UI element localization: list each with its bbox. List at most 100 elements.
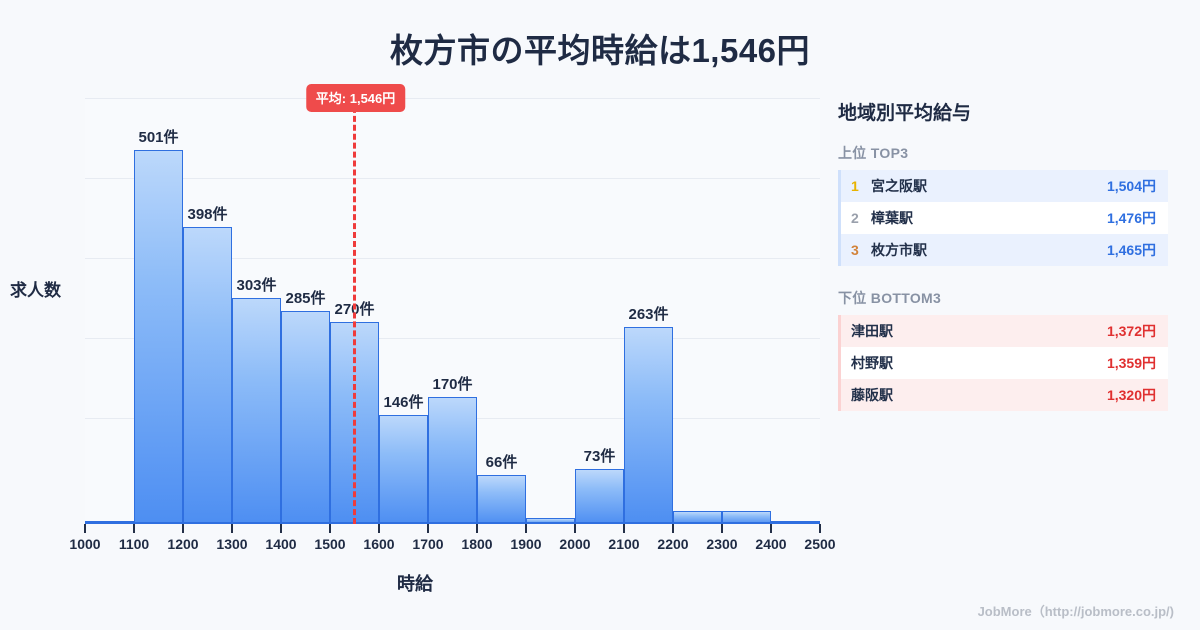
bar-cell: 146件 [379,98,428,524]
x-tick-label: 1600 [363,536,395,552]
station-name: 村野駅 [851,355,893,371]
bar-cell: 398件 [183,98,232,524]
panel-title: 地域別平均給与 [838,103,972,124]
bottom3-row[interactable]: 津田駅 1,372円 [841,315,1168,347]
x-tick [476,524,478,533]
bar-cell: 73件 [575,98,624,524]
x-tick [672,524,674,533]
bar[interactable] [673,511,722,524]
station-name: 藤阪駅 [851,387,893,403]
x-tick [770,524,772,533]
x-tick-label: 1100 [118,536,150,552]
regional-average-panel: 地域別平均給与 上位 TOP3 1 宮之阪駅 1,504円 2 樟葉駅 1,476円 3 枚方… [838,98,1168,433]
x-tick [231,524,233,533]
x-axis-tick-labels: 1000 1100 1200 1300 1400 1500 1600 1700 1800 1900… [69,536,835,558]
bar-value-label: 170件 [432,375,473,393]
gridline [85,338,820,339]
bar[interactable]: 303件 [232,277,281,524]
x-tick-label: 1700 [412,536,444,552]
station-wage: 1,320円 [1106,387,1156,403]
x-tick [329,524,331,533]
station-wage: 1,465円 [1106,242,1156,258]
bar[interactable]: 501件 [134,129,183,524]
bar[interactable]: 146件 [379,394,428,524]
x-tick-label: 2400 [755,536,787,552]
bar[interactable]: 398件 [183,206,232,524]
x-axis-title: 時給 [397,574,433,594]
x-tick [623,524,625,533]
bar[interactable] [526,518,575,524]
bar[interactable]: 285件 [281,290,330,524]
x-tick-label: 1500 [314,536,346,552]
gridline [85,178,820,179]
bar[interactable]: 73件 [575,448,624,524]
x-tick-label: 1300 [216,536,248,552]
x-tick [427,524,429,533]
x-tick-label: 2300 [706,536,738,552]
bar-cell [771,98,820,524]
x-tick [280,524,282,533]
average-badge: 平均: 1,546円 [305,84,406,112]
bar-value-label: 66件 [485,453,518,471]
station-wage: 1,504円 [1106,178,1156,194]
rank-number: 3 [851,242,859,258]
top3-row[interactable]: 2 樟葉駅 1,476円 [841,202,1168,234]
bottom3-row[interactable]: 藤阪駅 1,320円 [841,379,1168,411]
gridline [85,258,820,259]
bar[interactable]: 170件 [428,376,477,524]
station-wage: 1,359円 [1106,355,1156,371]
x-tick [182,524,184,533]
histogram-chart: 求人数 501件 398件 303件 285件 270件 146件 170件 66件 73件 26… [0,84,836,604]
x-tick-label: 2200 [657,536,689,552]
bar-cell [526,98,575,524]
bar-cell [673,98,722,524]
x-tick [133,524,135,533]
x-tick-label: 1800 [461,536,493,552]
page-title: 枚方市の平均時給は1,546円 [389,32,811,69]
bar-value-label: 501件 [138,128,179,146]
bar-cell: 285件 [281,98,330,524]
x-tick-label: 2100 [608,536,640,552]
bar[interactable]: 66件 [477,454,526,524]
y-axis-title: 求人数 [10,281,61,300]
station-name: 津田駅 [851,323,893,339]
average-line: 平均: 1,546円 [305,84,406,524]
x-tick [378,524,380,533]
bar-cell: 66件 [477,98,526,524]
x-tick-label: 1000 [69,536,101,552]
bar-cell [85,98,134,524]
top3-list: 1 宮之阪駅 1,504円 2 樟葉駅 1,476円 3 枚方市駅 1,465円 [838,170,1168,266]
bar[interactable] [722,511,771,524]
bar-cell [722,98,771,524]
x-tick-label: 1200 [167,536,199,552]
plot-area: 501件 398件 303件 285件 270件 146件 170件 66件 73件 263件 [85,98,820,524]
bottom3-row[interactable]: 村野駅 1,359円 [841,347,1168,379]
bottom3-heading: 下位 BOTTOM3 [838,290,942,306]
x-tick-label: 2500 [804,536,836,552]
x-tick-label: 1400 [265,536,297,552]
x-tick [525,524,527,533]
bottom3-list: 津田駅 1,372円村野駅 1,359円藤阪駅 1,320円 [838,315,1168,411]
bar-value-label: 303件 [236,276,277,294]
x-tick [84,524,86,533]
rank-number: 1 [851,178,859,194]
bar-cell: 303件 [232,98,281,524]
top3-row[interactable]: 3 枚方市駅 1,465円 [841,234,1168,266]
top3-row[interactable]: 1 宮之阪駅 1,504円 [841,170,1168,202]
gridline [85,98,820,99]
top3-heading: 上位 TOP3 [838,145,909,161]
x-axis-line [85,522,820,524]
x-tick-label: 1900 [510,536,542,552]
bar[interactable]: 263件 [624,306,673,524]
x-tick [819,524,821,533]
x-tick-label: 2000 [559,536,591,552]
station-name: 枚方市駅 [871,242,927,258]
x-tick [574,524,576,533]
bar-value-label: 73件 [583,448,616,466]
bar-cell: 501件 [134,98,183,524]
x-tick [721,524,723,533]
station-wage: 1,372円 [1106,323,1156,339]
bar-cell: 170件 [428,98,477,524]
bar-cell: 263件 [624,98,673,524]
